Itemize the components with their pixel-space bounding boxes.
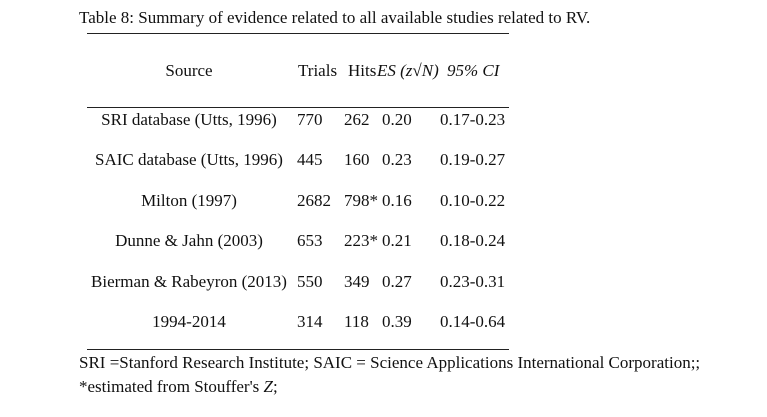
cell-hits: 160 [344, 150, 370, 169]
caption-underline [87, 33, 509, 34]
cell-trials: 770 [297, 110, 323, 129]
cell-trials: 550 [297, 272, 323, 291]
cell-hits: 223* [344, 231, 378, 250]
cell-source: 1994-2014 [152, 312, 226, 331]
footer-rule [87, 349, 509, 350]
header-ci: 95% CI [447, 61, 499, 81]
cell-hits: 798* [344, 191, 378, 210]
cell-es: 0.27 [382, 272, 412, 291]
cell-source: Dunne & Jahn (2003) [115, 231, 263, 250]
note-estimate-z: Z [263, 377, 273, 396]
table-header-row: Source Trials Hits ES (z√N) 95% CI [0, 61, 767, 85]
cell-es: 0.20 [382, 110, 412, 129]
header-es: ES (z√N) [377, 61, 439, 81]
table-row: Milton (1997) 2682 798* 0.16 0.10-0.22 [0, 191, 767, 215]
note-estimate-prefix: *estimated from Stouffer's [79, 377, 264, 396]
table-row: Bierman & Rabeyron (2013) 550 349 0.27 0… [0, 272, 767, 296]
header-ci-text: 95% CI [447, 61, 500, 80]
cell-ci: 0.23-0.31 [440, 272, 506, 291]
table-row: SAIC database (Utts, 1996) 445 160 0.23 … [0, 150, 767, 174]
header-source: Source [165, 61, 213, 80]
cell-ci: 0.10-0.22 [440, 191, 506, 210]
cell-trials: 445 [297, 150, 323, 169]
table-note-estimate: *estimated from Stouffer's Z; [79, 377, 278, 397]
cell-es: 0.23 [382, 150, 412, 169]
cell-hits: 262 [344, 110, 370, 129]
note-estimate-suffix: ; [273, 377, 278, 396]
cell-trials: 2682 [297, 191, 331, 210]
cell-trials: 314 [297, 312, 323, 331]
cell-ci: 0.19-0.27 [440, 150, 506, 169]
cell-source: SAIC database (Utts, 1996) [95, 150, 283, 169]
table-row: SRI database (Utts, 1996) 770 262 0.20 0… [0, 110, 767, 134]
cell-source: Milton (1997) [141, 191, 237, 210]
cell-source: SRI database (Utts, 1996) [101, 110, 277, 129]
cell-ci: 0.18-0.24 [440, 231, 506, 250]
cell-ci: 0.14-0.64 [440, 312, 506, 331]
header-hits: Hits [348, 61, 377, 80]
cell-es: 0.39 [382, 312, 412, 331]
cell-ci: 0.17-0.23 [440, 110, 506, 129]
header-trials: Trials [298, 61, 338, 80]
cell-es: 0.21 [382, 231, 412, 250]
cell-trials: 653 [297, 231, 323, 250]
cell-hits: 118 [344, 312, 369, 331]
table-row: 1994-2014 314 118 0.39 0.14-0.64 [0, 312, 767, 336]
header-es-text: ES (z√N) [377, 61, 439, 80]
header-rule [87, 107, 509, 108]
table-note-abbreviations: SRI =Stanford Research Institute; SAIC =… [79, 353, 701, 372]
cell-source: Bierman & Rabeyron (2013) [91, 272, 287, 291]
table-row: Dunne & Jahn (2003) 653 223* 0.21 0.18-0… [0, 231, 767, 255]
cell-hits: 349 [344, 272, 370, 291]
cell-es: 0.16 [382, 191, 412, 210]
table-caption: Table 8: Summary of evidence related to … [79, 8, 591, 27]
